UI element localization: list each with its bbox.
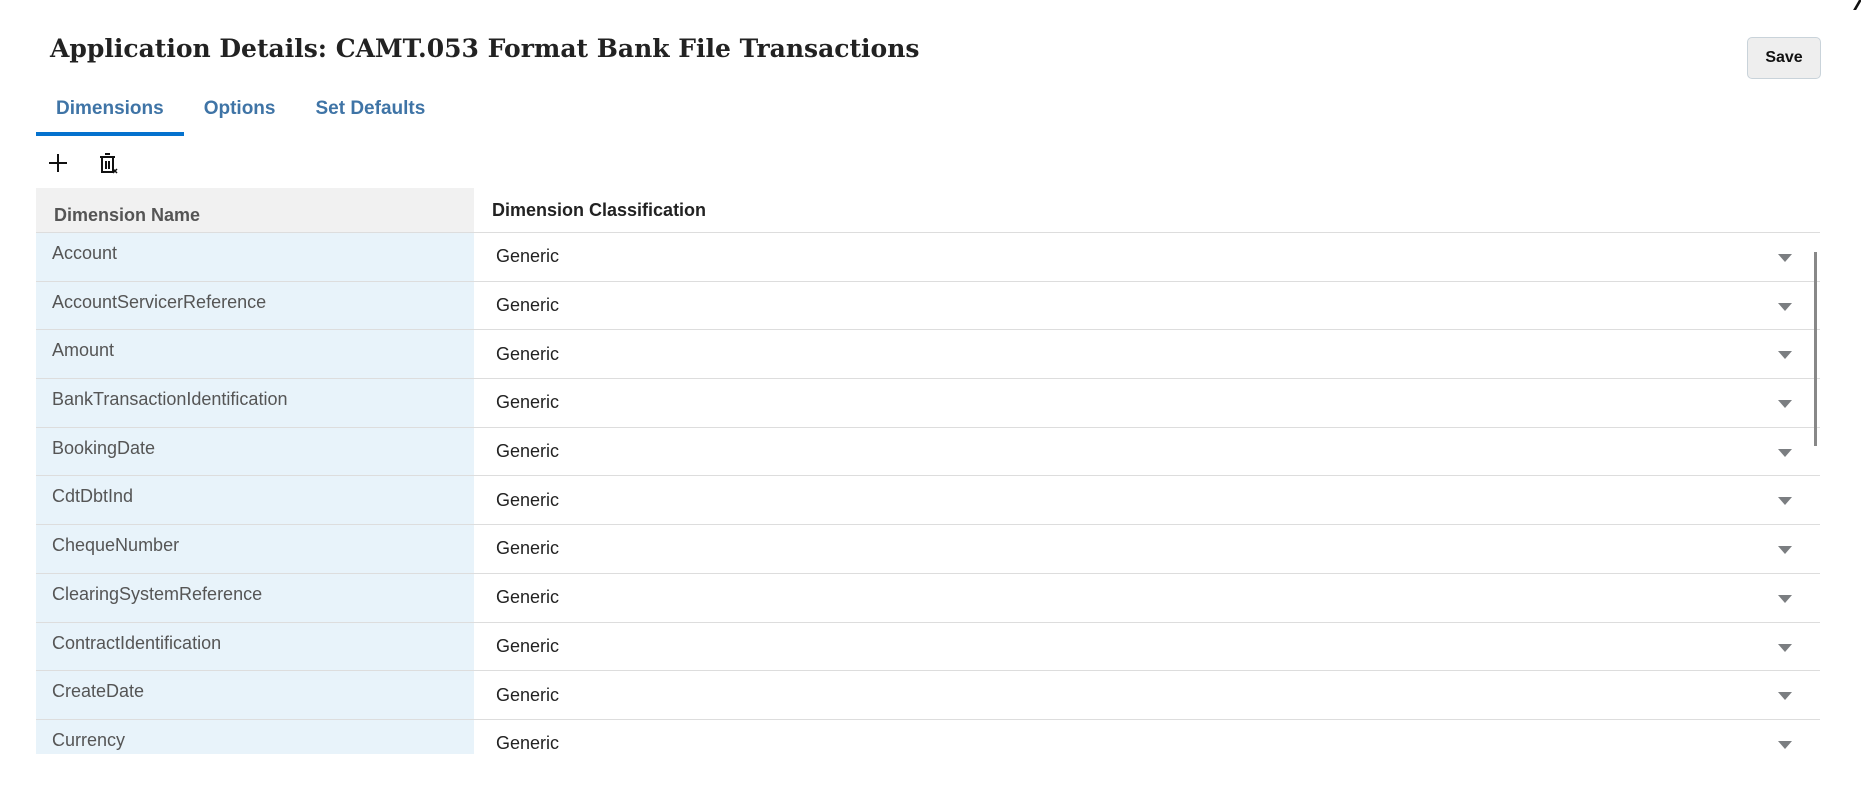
classification-value: Generic [496, 489, 560, 510]
classification-select[interactable]: Generic [474, 720, 1820, 754]
classification-value: Generic [496, 684, 560, 705]
classification-select[interactable]: Generic [474, 379, 1820, 427]
table-row[interactable]: AccountServicerReference Generic [36, 281, 1820, 331]
dimensions-table: Dimension Name Dimension Classification … [36, 188, 1820, 754]
dimension-name-cell: BookingDate [36, 427, 474, 476]
table-row[interactable]: CdtDbtInd Generic [36, 476, 1820, 526]
classification-value: Generic [496, 295, 560, 316]
classification-select[interactable]: Generic [474, 282, 1820, 330]
chevron-down-icon[interactable] [1778, 351, 1792, 360]
tab-options[interactable]: Options [203, 98, 276, 119]
classification-select[interactable]: Generic [474, 623, 1820, 671]
chevron-down-icon[interactable] [1778, 448, 1792, 457]
dimension-name-cell: ClearingSystemReference [36, 573, 474, 622]
tab-bar: Dimensions Options Set Defaults [36, 94, 445, 136]
classification-select[interactable]: Generic [474, 428, 1820, 476]
dimension-name-cell: ContractIdentification [36, 622, 474, 671]
save-button[interactable]: Save [1747, 37, 1821, 79]
chevron-down-icon[interactable] [1778, 400, 1792, 409]
table-row[interactable]: CreateDate Generic [36, 671, 1820, 720]
delete-button[interactable] [94, 150, 122, 176]
dimension-name-cell: Account [36, 233, 474, 281]
dimension-name-cell: CdtDbtInd [36, 476, 474, 525]
chevron-down-icon[interactable] [1778, 692, 1792, 701]
chevron-down-icon[interactable] [1778, 302, 1792, 311]
table-row[interactable]: Currency Generic [36, 719, 1820, 754]
classification-value: Generic [496, 246, 560, 267]
table-row[interactable]: Amount Generic [36, 330, 1820, 380]
table-row[interactable]: ChequeNumber Generic [36, 525, 1820, 574]
chevron-down-icon[interactable] [1778, 497, 1792, 506]
classification-value: Generic [496, 635, 560, 656]
classification-select[interactable]: Generic [474, 476, 1820, 524]
dimension-name-cell: Currency [36, 719, 474, 754]
dimension-name-cell: ChequeNumber [36, 525, 474, 573]
chevron-down-icon[interactable] [1778, 594, 1792, 603]
delete-icon [100, 153, 118, 174]
classification-value: Generic [496, 538, 560, 559]
plus-icon [49, 154, 67, 172]
classification-value: Generic [496, 587, 560, 608]
chevron-down-icon[interactable] [1778, 643, 1792, 652]
table-row[interactable]: BookingDate Generic [36, 427, 1820, 477]
classification-value: Generic [496, 441, 560, 462]
chevron-down-icon[interactable] [1778, 740, 1792, 749]
classification-value: Generic [496, 343, 560, 364]
add-button[interactable] [44, 150, 72, 176]
scrollbar[interactable] [1814, 252, 1817, 446]
table-header: Dimension Name Dimension Classification [36, 188, 1820, 233]
column-header-dimension-classification[interactable]: Dimension Classification [492, 199, 707, 220]
classification-select[interactable]: Generic [474, 233, 1820, 281]
tab-set-defaults[interactable]: Set Defaults [315, 98, 426, 119]
chevron-down-icon[interactable] [1778, 546, 1792, 555]
dimension-name-cell: AccountServicerReference [36, 281, 474, 330]
table-row[interactable]: BankTransactionIdentification Generic [36, 379, 1820, 428]
dimension-name-cell: Amount [36, 330, 474, 379]
table-row[interactable]: Account Generic [36, 233, 1820, 282]
toolbar [44, 150, 122, 176]
dimension-name-cell: CreateDate [36, 671, 474, 719]
classification-value: Generic [496, 733, 560, 754]
classification-select[interactable]: Generic [474, 525, 1820, 573]
chevron-down-icon[interactable] [1778, 254, 1792, 262]
dimension-name-cell: BankTransactionIdentification [36, 379, 474, 427]
table-row[interactable]: ClearingSystemReference Generic [36, 573, 1820, 623]
classification-select[interactable]: Generic [474, 330, 1820, 378]
tab-dimensions[interactable]: Dimensions [36, 94, 184, 136]
page-title: Application Details: CAMT.053 Format Ban… [50, 34, 920, 63]
corner-mark [1850, 0, 1861, 10]
column-header-dimension-name[interactable]: Dimension Name [36, 188, 474, 232]
classification-select[interactable]: Generic [474, 671, 1820, 719]
classification-select[interactable]: Generic [474, 574, 1820, 622]
table-row[interactable]: ContractIdentification Generic [36, 622, 1820, 672]
classification-value: Generic [496, 392, 560, 413]
